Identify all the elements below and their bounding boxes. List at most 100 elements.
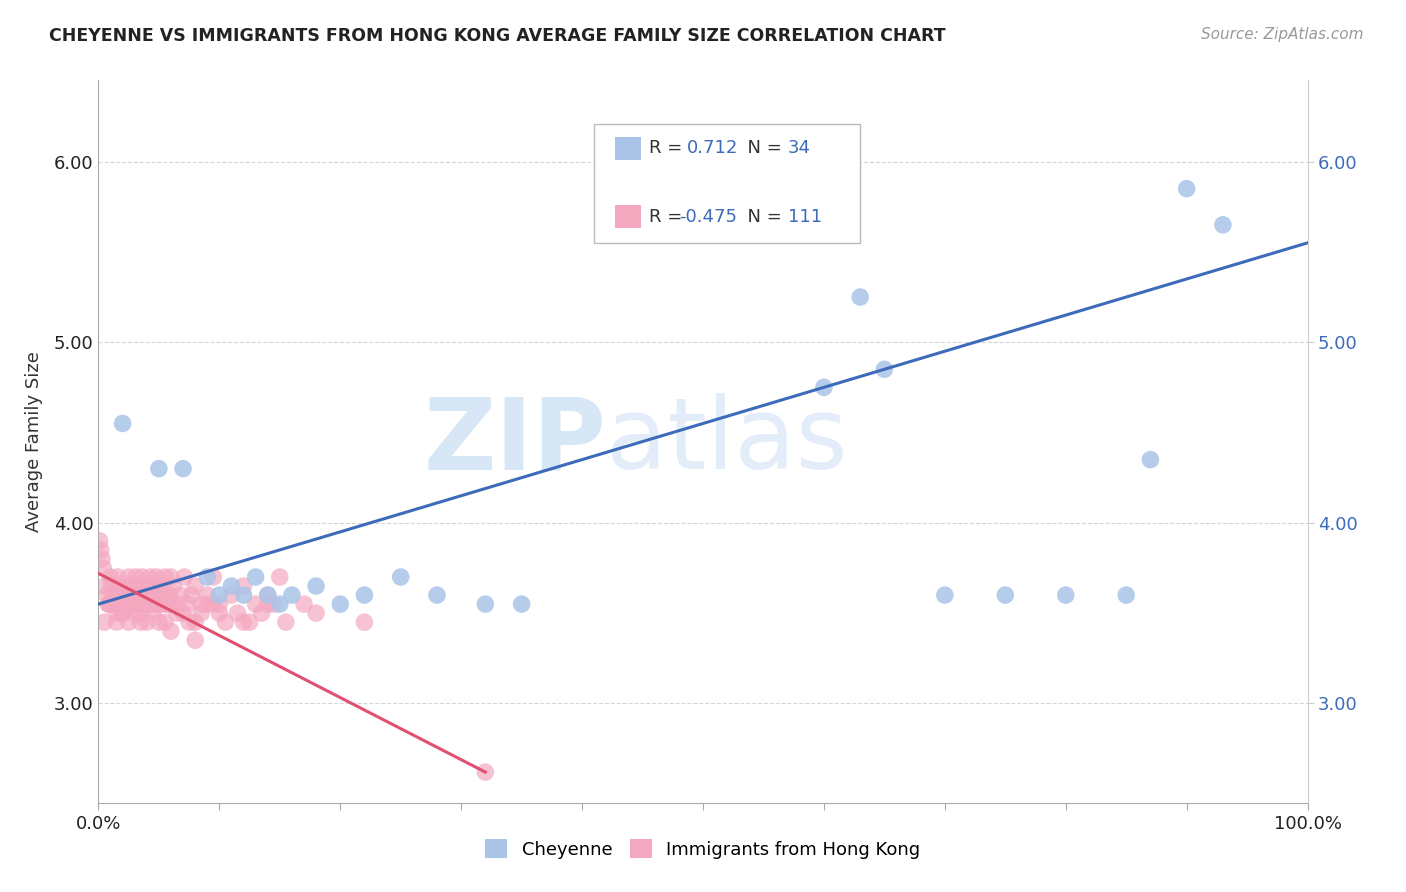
Point — [214, 615, 236, 630]
Point — [110, 597, 132, 611]
Point — [389, 570, 412, 584]
Point — [118, 615, 141, 630]
Point — [269, 570, 291, 584]
Point — [208, 597, 231, 611]
Point — [111, 417, 134, 431]
Point — [98, 597, 121, 611]
Point — [128, 588, 150, 602]
Point — [145, 570, 167, 584]
Legend: Cheyenne, Immigrants from Hong Kong: Cheyenne, Immigrants from Hong Kong — [478, 832, 928, 866]
Point — [1115, 588, 1137, 602]
Point — [148, 615, 170, 630]
Point — [131, 570, 153, 584]
Point — [100, 570, 122, 584]
Point — [134, 597, 156, 611]
Point — [160, 570, 183, 584]
Text: N =: N = — [735, 208, 787, 226]
Point — [162, 579, 184, 593]
Point — [474, 597, 496, 611]
Point — [90, 542, 112, 557]
Point — [184, 633, 207, 648]
Point — [172, 461, 194, 475]
Point — [269, 597, 291, 611]
Point — [132, 579, 155, 593]
Point — [245, 570, 267, 584]
Point — [96, 588, 118, 602]
Point — [142, 606, 165, 620]
Point — [138, 579, 160, 593]
Point — [103, 588, 125, 602]
Text: Source: ZipAtlas.com: Source: ZipAtlas.com — [1201, 27, 1364, 42]
Point — [274, 615, 297, 630]
Point — [118, 597, 141, 611]
Text: 111: 111 — [787, 208, 821, 226]
Text: ZIP: ZIP — [423, 393, 606, 490]
Point — [160, 597, 183, 611]
Point — [221, 579, 243, 593]
Point — [148, 597, 170, 611]
Point — [166, 597, 188, 611]
Point — [129, 606, 152, 620]
Point — [124, 606, 146, 620]
Point — [105, 597, 128, 611]
Point — [250, 606, 273, 620]
Point — [305, 606, 328, 620]
Point — [256, 588, 278, 602]
Point — [135, 615, 157, 630]
Point — [118, 570, 141, 584]
Point — [510, 597, 533, 611]
Point — [281, 588, 304, 602]
Point — [159, 588, 181, 602]
Point — [157, 588, 180, 602]
Point — [994, 588, 1017, 602]
Point — [1175, 182, 1198, 196]
Point — [111, 606, 134, 620]
Point — [129, 615, 152, 630]
Point — [150, 588, 173, 602]
Point — [135, 588, 157, 602]
Text: 34: 34 — [787, 139, 811, 157]
Point — [160, 624, 183, 639]
Point — [153, 570, 176, 584]
Text: CHEYENNE VS IMMIGRANTS FROM HONG KONG AVERAGE FAMILY SIZE CORRELATION CHART: CHEYENNE VS IMMIGRANTS FROM HONG KONG AV… — [49, 27, 946, 45]
Point — [115, 579, 138, 593]
Text: R =: R = — [648, 139, 688, 157]
Point — [221, 588, 243, 602]
Point — [148, 461, 170, 475]
Point — [263, 597, 285, 611]
Point — [114, 597, 136, 611]
Point — [256, 588, 278, 602]
Text: 0.712: 0.712 — [688, 139, 738, 157]
Point — [93, 579, 115, 593]
Point — [105, 606, 128, 620]
Point — [111, 588, 134, 602]
Point — [190, 606, 212, 620]
Point — [153, 615, 176, 630]
Point — [156, 597, 179, 611]
Point — [1139, 452, 1161, 467]
Point — [202, 597, 225, 611]
FancyBboxPatch shape — [614, 136, 641, 160]
Point — [93, 615, 115, 630]
Point — [146, 579, 169, 593]
Point — [292, 597, 315, 611]
Point — [122, 588, 145, 602]
FancyBboxPatch shape — [595, 124, 860, 243]
Point — [89, 533, 111, 548]
Point — [155, 597, 177, 611]
Point — [172, 606, 194, 620]
Point — [97, 597, 120, 611]
Point — [245, 597, 267, 611]
Y-axis label: Average Family Size: Average Family Size — [25, 351, 42, 532]
Point — [169, 588, 191, 602]
Point — [91, 552, 114, 566]
Point — [179, 615, 201, 630]
Point — [177, 597, 200, 611]
Point — [107, 570, 129, 584]
Point — [142, 597, 165, 611]
Point — [173, 570, 195, 584]
Point — [135, 597, 157, 611]
Point — [152, 588, 174, 602]
Point — [112, 588, 135, 602]
Point — [232, 615, 254, 630]
